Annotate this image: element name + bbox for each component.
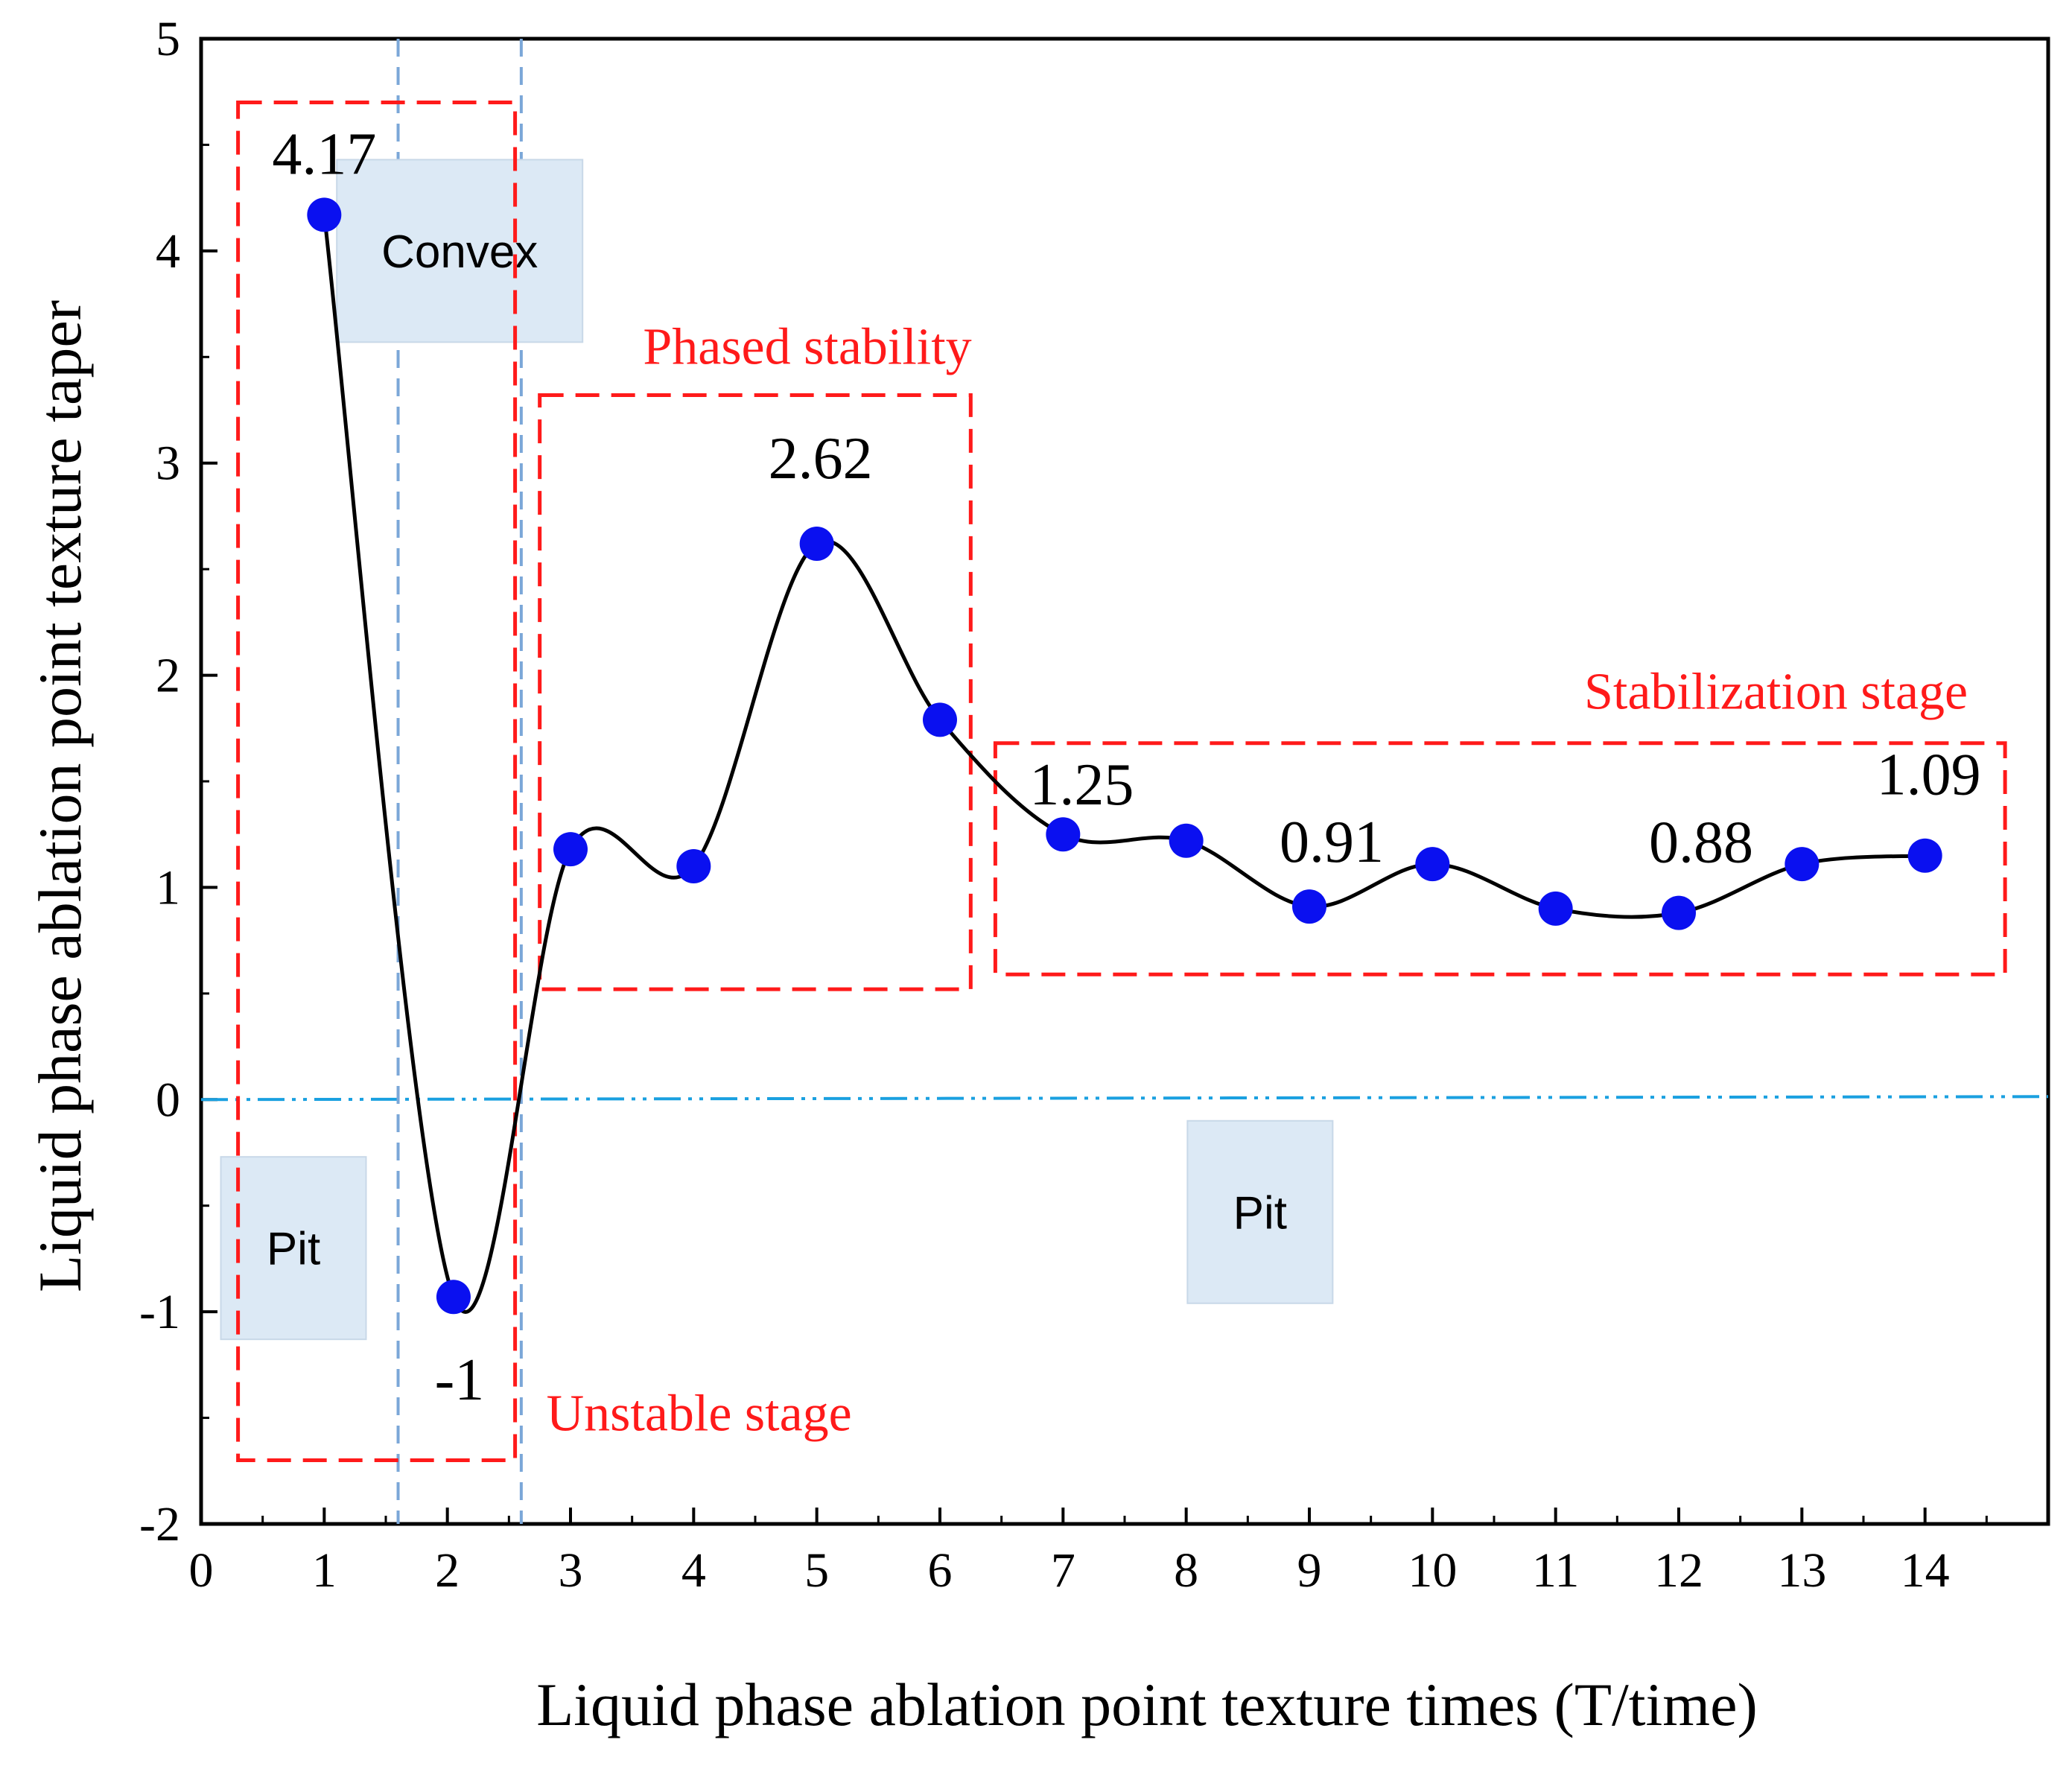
- y-tick-label: 0: [156, 1073, 180, 1127]
- y-tick-label: -2: [139, 1497, 180, 1551]
- y-tick-label: 4: [156, 224, 180, 279]
- data-label: 1.09: [1877, 743, 1981, 808]
- region-annotations-group: Convex Pit Pit: [220, 159, 1334, 1341]
- stabilization-stage-label: Stabilization stage: [1584, 664, 1968, 721]
- convex-region-label-group: Convex: [336, 159, 584, 343]
- points-group: [307, 197, 1942, 1315]
- convex-region-label-box: [336, 159, 584, 343]
- pit-region-label-left: Pit: [267, 1224, 320, 1275]
- data-point-14: [1907, 838, 1942, 873]
- data-label: 4.17: [272, 121, 376, 187]
- phased-stability-box: [538, 393, 973, 991]
- data-point-7: [1046, 817, 1081, 852]
- x-tick-label: 4: [681, 1543, 706, 1598]
- x-tick-label: 1: [312, 1543, 337, 1598]
- x-tick-label: 10: [1408, 1543, 1457, 1598]
- pit-region-label-right-group: Pit: [1186, 1119, 1334, 1304]
- data-point-12: [1662, 895, 1696, 930]
- data-point-3: [553, 832, 588, 867]
- data-point-13: [1785, 847, 1820, 882]
- phased-stability-label: Phased stability: [643, 319, 971, 376]
- data-point-2: [436, 1280, 471, 1315]
- x-tick-label: 8: [1174, 1543, 1198, 1598]
- pit-region-label-right: Pit: [1233, 1187, 1287, 1239]
- data-label: 0.91: [1280, 810, 1384, 875]
- data-label: 1.25: [1029, 752, 1134, 818]
- unstable-stage-label: Unstable stage: [547, 1385, 852, 1443]
- data-point-9: [1292, 889, 1326, 924]
- pit-region-label-left-group: Pit: [220, 1156, 367, 1341]
- zero-reference-line: [200, 1095, 2049, 1102]
- data-label: -1: [435, 1347, 485, 1413]
- pit-region-label-left-box: [220, 1156, 367, 1341]
- y-tick-label: 5: [156, 12, 180, 66]
- x-tick-label: 5: [804, 1543, 829, 1598]
- data-point-4: [676, 848, 711, 883]
- data-point-10: [1415, 847, 1450, 882]
- pit-region-label-right-box: [1186, 1119, 1334, 1304]
- y-axis-title: Liquid phase ablation point texture tape…: [26, 300, 94, 1292]
- y-tick-label: -1: [139, 1285, 180, 1339]
- reference-lines-group: [200, 39, 2049, 1524]
- convex-region-label: Convex: [381, 226, 538, 278]
- data-label: 0.88: [1649, 810, 1753, 876]
- x-tick-label: 0: [189, 1543, 214, 1598]
- data-point-6: [923, 702, 957, 737]
- x-tick-label: 12: [1654, 1543, 1703, 1598]
- x-tick-label: 6: [928, 1543, 953, 1598]
- unstable-stage-box: [236, 100, 518, 1463]
- data-point-1: [307, 197, 342, 232]
- data-point-11: [1538, 891, 1573, 926]
- stage-boxes-group: Unstable stage Phased stability Stabilizat…: [236, 100, 2007, 1463]
- y-tick-label: 1: [156, 860, 180, 915]
- x-tick-label: 2: [435, 1543, 460, 1598]
- x-tick-label: 11: [1532, 1543, 1580, 1598]
- data-labels-group: 4.17 -1 2.62 1.25 0.91 0.88 1.09: [272, 121, 1980, 1413]
- x-tick-label: 13: [1777, 1543, 1826, 1598]
- x-tick-label: 9: [1297, 1543, 1322, 1598]
- data-point-8: [1169, 823, 1204, 858]
- y-tick-label: 2: [156, 649, 180, 703]
- y-tick-label: 3: [156, 436, 180, 491]
- x-axis-title: Liquid phase ablation point texture time…: [536, 1671, 1758, 1738]
- data-label: 2.62: [769, 426, 873, 492]
- x-tick-label: 7: [1051, 1543, 1075, 1598]
- x-tick-label: 14: [1901, 1543, 1950, 1598]
- x-tick-label: 3: [559, 1543, 583, 1598]
- stabilization-stage-box: [993, 741, 2007, 976]
- data-point-5: [799, 526, 834, 561]
